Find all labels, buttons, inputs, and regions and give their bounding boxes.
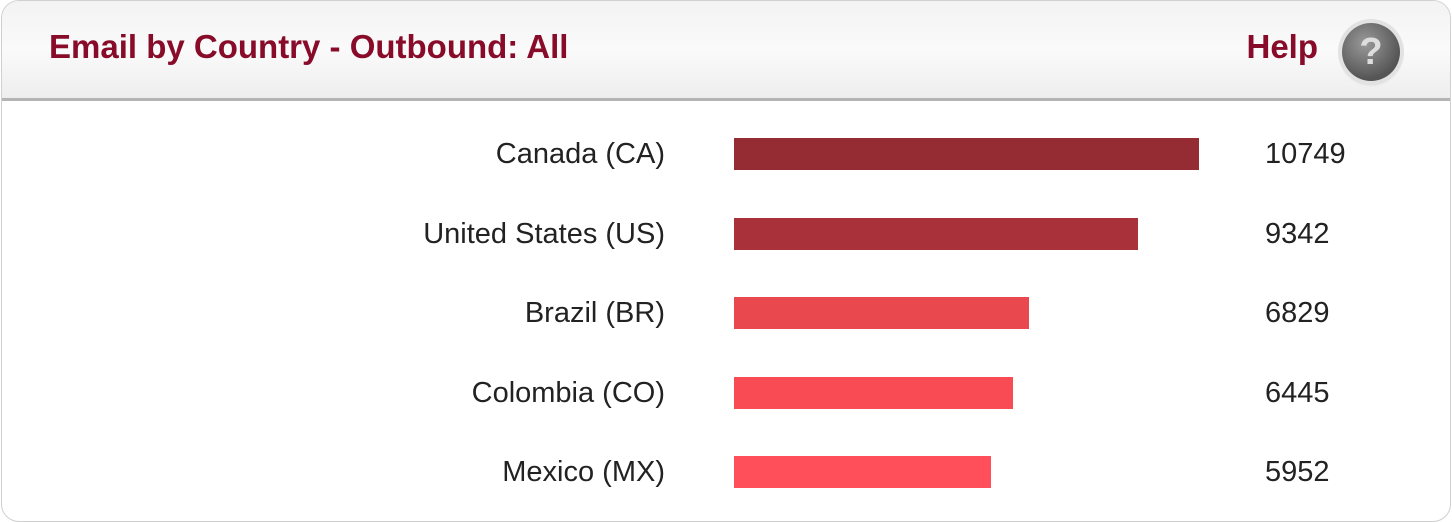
question-mark-icon[interactable]: ? <box>1342 23 1400 81</box>
bar[interactable] <box>734 138 1199 170</box>
category-label: Brazil (BR) <box>524 297 665 329</box>
category-label: Mexico (MX) <box>502 456 665 488</box>
value-label: 9342 <box>1265 217 1330 250</box>
bar[interactable] <box>734 376 1013 409</box>
category-label: Canada (CA) <box>495 138 665 170</box>
category-label: Colombia (CO) <box>471 376 665 409</box>
value-label: 6829 <box>1265 297 1330 329</box>
category-label: United States (US) <box>423 217 665 250</box>
bar[interactable] <box>734 217 1139 250</box>
bar[interactable] <box>734 297 1030 329</box>
value-label: 10749 <box>1265 138 1346 170</box>
help-link[interactable]: Help <box>1246 28 1318 65</box>
value-label: 5952 <box>1265 456 1330 488</box>
panel-header: Email by Country - Outbound: All Help ? <box>2 1 1450 101</box>
bar[interactable] <box>734 456 992 488</box>
value-label: 6445 <box>1265 376 1330 409</box>
panel-title: Email by Country - Outbound: All <box>49 28 569 65</box>
